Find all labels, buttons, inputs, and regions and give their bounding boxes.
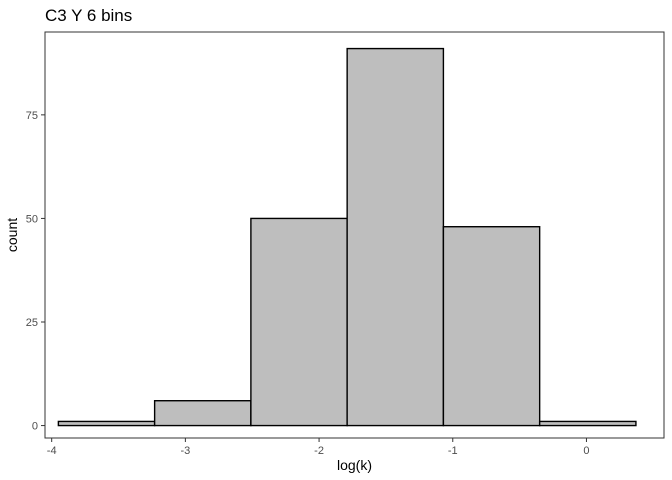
plot-panel: [44, 31, 665, 439]
y-axis: 0 25 50 75: [26, 110, 45, 433]
x-tick-label: -4: [47, 445, 57, 457]
x-axis: -4 -3 -2 -1 0: [47, 438, 590, 457]
histogram-bar-1: [57, 420, 156, 427]
y-axis-label: count: [4, 218, 20, 252]
histogram-bar-6: [538, 420, 637, 427]
histogram-bar-5: [442, 226, 541, 427]
histogram-bar-3: [250, 217, 348, 427]
x-tick-label: -1: [448, 445, 458, 457]
histogram-bar-4: [346, 47, 445, 427]
bars-group: [57, 47, 637, 427]
chart-title: C3 Y 6 bins: [45, 6, 132, 25]
x-tick-label: -2: [314, 445, 324, 457]
y-tick-label: 75: [26, 110, 38, 122]
x-tick-label: -3: [180, 445, 190, 457]
x-tick-label: 0: [583, 445, 589, 457]
histogram-bar-2: [153, 400, 252, 427]
y-tick-label: 50: [26, 213, 38, 225]
y-tick-label: 0: [32, 421, 38, 433]
x-axis-label: log(k): [337, 457, 372, 473]
y-tick-label: 25: [26, 317, 38, 329]
